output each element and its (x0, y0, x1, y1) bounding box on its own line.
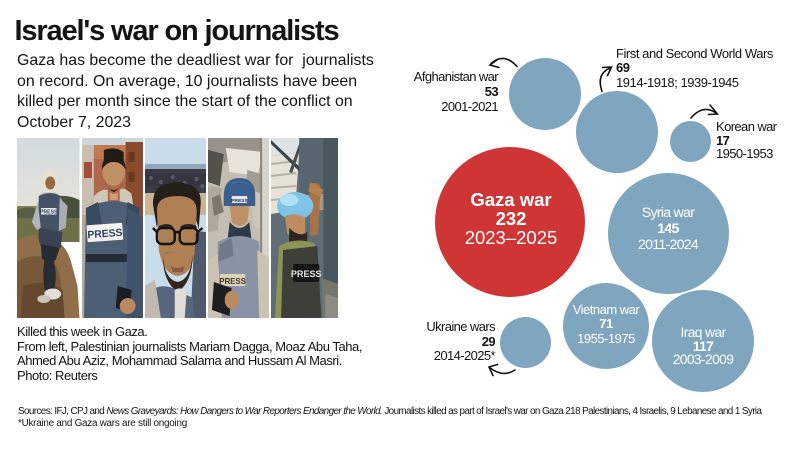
svg-text:PRESS: PRESS (290, 269, 321, 279)
svg-text:PRESS: PRESS (40, 210, 58, 216)
svg-text:PRESS: PRESS (219, 277, 246, 286)
svg-text:PRESS: PRESS (231, 198, 248, 204)
svg-text:PRESS: PRESS (87, 228, 123, 241)
